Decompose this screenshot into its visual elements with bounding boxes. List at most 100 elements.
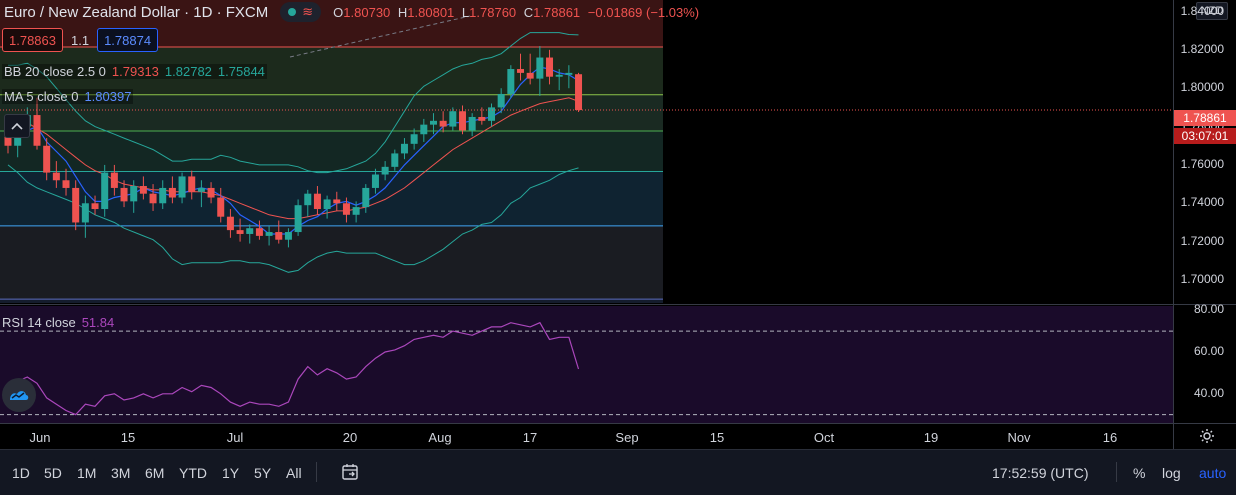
- buy-button[interactable]: 1.78874: [97, 28, 159, 52]
- range-1m[interactable]: 1M: [77, 465, 97, 481]
- price-chart[interactable]: [0, 0, 1236, 450]
- rsi-legend[interactable]: RSI 14 close 51.84: [2, 315, 115, 330]
- time-label: 19: [923, 430, 939, 445]
- candle-body: [410, 134, 418, 144]
- fib-zone: [0, 225, 663, 300]
- candle-body: [400, 143, 408, 154]
- candle-body: [468, 116, 476, 131]
- change-value: −0.01869 (−1.03%): [587, 4, 700, 20]
- candle-body: [536, 57, 544, 79]
- time-label: 17: [522, 430, 538, 445]
- candle-body: [33, 115, 41, 146]
- scroll-left-icon[interactable]: [4, 114, 30, 138]
- candle-body: [313, 193, 321, 210]
- price-label: 1.70000: [1180, 271, 1224, 286]
- candle-body: [362, 187, 370, 208]
- candle-body: [4, 134, 12, 146]
- candle-body: [546, 57, 554, 77]
- candle-body: [294, 205, 302, 233]
- candle-body: [275, 232, 283, 240]
- rsi-line: [7, 321, 580, 416]
- candle-body: [149, 193, 157, 204]
- toolbar-divider: [1116, 462, 1117, 482]
- candle-body: [517, 69, 525, 73]
- auto-toggle[interactable]: auto: [1199, 465, 1227, 481]
- ma-legend[interactable]: MA 5 close 0 1.80397: [2, 89, 134, 104]
- market-open-icon: [288, 8, 297, 16]
- candle-body: [255, 228, 263, 236]
- candle-body: [352, 207, 360, 215]
- time-label: 15: [120, 430, 136, 445]
- ohlc-values: O1.80730 H1.80801 L1.78760 C1.78861 −0.0…: [333, 4, 700, 20]
- candle-body: [246, 228, 254, 234]
- time-label: Oct: [813, 430, 835, 445]
- range-1y[interactable]: 1Y: [222, 465, 240, 481]
- candle-body: [188, 176, 196, 192]
- quote-widget: 1.78863 1.1 1.78874: [2, 28, 159, 52]
- candle-body: [488, 107, 495, 121]
- currency-label[interactable]: NZD: [1196, 2, 1228, 20]
- candle-body: [81, 203, 89, 223]
- time-label: 20: [342, 430, 358, 445]
- rsi-background: [0, 306, 1173, 423]
- candle-body: [72, 187, 80, 223]
- clock[interactable]: 17:52:59 (UTC): [992, 465, 1089, 481]
- range-5y[interactable]: 5Y: [254, 465, 272, 481]
- range-all[interactable]: All: [286, 465, 302, 481]
- candle-body: [236, 230, 244, 234]
- tv-logo-icon[interactable]: [2, 378, 36, 412]
- price-label: 1.74000: [1180, 195, 1224, 210]
- time-label: 16: [1102, 430, 1118, 445]
- candle-body: [478, 116, 486, 121]
- sell-button[interactable]: 1.78863: [2, 28, 63, 52]
- candle-body: [420, 124, 428, 135]
- rsi-plot: [7, 321, 580, 416]
- bb-legend[interactable]: BB 20 close 2.5 0 1.79313 1.82782 1.7584…: [2, 64, 267, 79]
- log-toggle[interactable]: log: [1162, 465, 1181, 481]
- rsi-label: 40.00: [1193, 385, 1224, 400]
- candle-body: [168, 187, 176, 198]
- bottom-toolbar: 1D 5D 1M 3M 6M YTD 1Y 5Y All 17:52:59 (U…: [0, 449, 1236, 495]
- symbol-title[interactable]: Euro / New Zealand Dollar · 1D · FXCM: [4, 3, 269, 21]
- candle-body: [265, 232, 273, 236]
- axes: [0, 0, 1236, 450]
- range-ytd[interactable]: YTD: [179, 465, 207, 481]
- last-price-tag: 1.78861: [1174, 110, 1236, 126]
- fib-zone: [0, 171, 663, 226]
- range-5d[interactable]: 5D: [44, 465, 62, 481]
- market-status[interactable]: ≋: [280, 2, 322, 22]
- candle-body: [526, 72, 534, 79]
- candle-body: [52, 172, 60, 181]
- candle-body: [217, 197, 225, 217]
- settings-icon[interactable]: [1199, 428, 1215, 447]
- candle-body: [439, 120, 447, 127]
- candles: [4, 46, 583, 248]
- candle-body: [555, 74, 563, 77]
- range-3m[interactable]: 3M: [111, 465, 131, 481]
- rsi-label: 60.00: [1193, 343, 1224, 358]
- range-1d[interactable]: 1D: [12, 465, 30, 481]
- candle-body: [333, 199, 341, 204]
- percent-toggle[interactable]: %: [1133, 465, 1146, 481]
- price-label: 1.82000: [1180, 41, 1224, 56]
- rsi-label: 80.00: [1193, 302, 1224, 317]
- candle-body: [458, 111, 466, 131]
- bb-lower-line: [7, 164, 579, 273]
- range-6m[interactable]: 6M: [145, 465, 165, 481]
- time-label: Aug: [428, 430, 452, 445]
- candle-body: [159, 187, 167, 204]
- candle-body: [497, 93, 505, 108]
- time-label: Sep: [615, 430, 639, 445]
- symbol-legend: Euro / New Zealand Dollar · 1D · FXCM ≋ …: [4, 2, 699, 22]
- fib-zone: [0, 130, 663, 172]
- candle-body: [101, 172, 109, 210]
- price-label: 1.76000: [1180, 156, 1224, 171]
- price-label: 1.84000: [1180, 3, 1224, 18]
- candle-body: [507, 69, 515, 94]
- countdown-tag: 03:07:01: [1174, 128, 1236, 144]
- candle-body: [91, 203, 99, 210]
- candle-body: [197, 187, 205, 192]
- candle-body: [43, 145, 51, 173]
- goto-date-icon[interactable]: [341, 463, 359, 484]
- candle-body: [429, 120, 437, 125]
